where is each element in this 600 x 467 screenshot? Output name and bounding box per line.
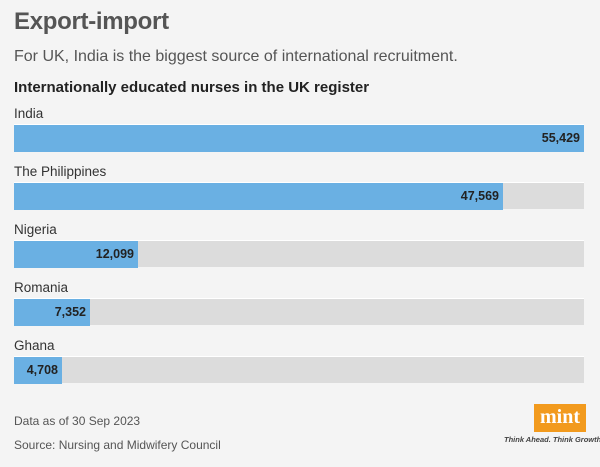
bar-category-label: Romania	[14, 280, 69, 295]
mint-logo-tagline: Think Ahead. Think Growth.	[504, 435, 600, 444]
bar: 55,429	[14, 125, 584, 152]
bar-category-label: Nigeria	[14, 222, 57, 237]
page-title: Export-import	[14, 8, 169, 35]
bar-value-label: 47,569	[460, 189, 499, 203]
bar: 7,352	[14, 299, 90, 326]
chart-title: Internationally educated nurses in the U…	[14, 79, 370, 96]
bar-value-label: 7,352	[54, 305, 86, 319]
bar-row: Ghana 4,708	[14, 336, 586, 384]
bar-track: 7,352	[14, 298, 584, 326]
page-subtitle: For UK, India is the biggest source of i…	[14, 48, 458, 65]
bar-row: Nigeria 12,099	[14, 220, 586, 268]
mint-logo-mark: mint	[534, 404, 586, 432]
bar-track: 12,099	[14, 240, 584, 268]
bar-track: 55,429	[14, 124, 584, 152]
bar-row: The Philippines 47,569	[14, 162, 586, 210]
data-note: Data as of 30 Sep 2023	[14, 414, 141, 428]
bar-track: 4,708	[14, 356, 584, 384]
bar-track: 47,569	[14, 182, 584, 210]
bar-row: Romania 7,352	[14, 278, 586, 326]
bar: 12,099	[14, 241, 138, 268]
bar-value-label: 12,099	[95, 247, 134, 261]
bar-category-label: India	[14, 106, 44, 121]
bar-category-label: The Philippines	[14, 164, 107, 179]
bar-value-label: 4,708	[26, 363, 58, 377]
bar: 4,708	[14, 357, 62, 384]
bar-value-label: 55,429	[541, 131, 580, 145]
source-note: Source: Nursing and Midwifery Council	[14, 438, 221, 452]
bar: 47,569	[14, 183, 503, 210]
mint-logo: mint Think Ahead. Think Growth.	[504, 404, 600, 444]
bar-row: India 55,429	[14, 104, 586, 152]
bar-category-label: Ghana	[14, 338, 55, 353]
